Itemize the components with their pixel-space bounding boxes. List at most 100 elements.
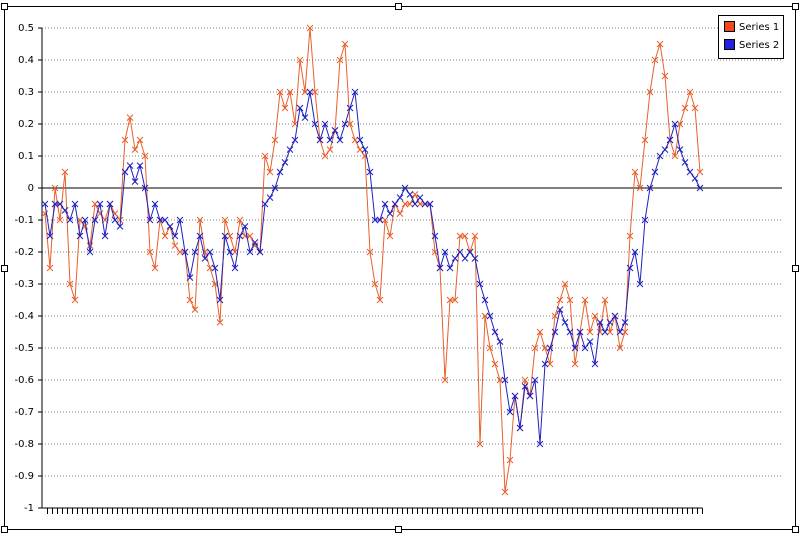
point-marker — [136, 136, 144, 144]
point-marker — [661, 72, 669, 80]
point-marker — [371, 280, 379, 288]
point-marker — [481, 296, 489, 304]
legend-swatch — [724, 21, 735, 32]
point-marker — [376, 296, 384, 304]
point-marker — [341, 120, 349, 128]
point-marker — [421, 200, 429, 208]
point-marker — [216, 319, 224, 326]
point-marker — [581, 296, 589, 304]
point-marker — [566, 296, 574, 304]
point-marker — [591, 312, 599, 320]
point-marker — [76, 232, 84, 240]
point-marker — [641, 136, 649, 144]
point-marker — [526, 392, 534, 400]
point-marker — [206, 248, 214, 256]
point-marker — [106, 200, 114, 208]
point-marker — [441, 248, 449, 256]
point-marker — [51, 200, 59, 208]
point-marker — [86, 242, 94, 249]
point-marker — [171, 242, 179, 249]
point-marker — [326, 136, 334, 144]
point-marker — [621, 328, 629, 336]
point-marker — [321, 120, 329, 128]
point-marker — [291, 136, 299, 144]
point-marker — [431, 232, 439, 240]
point-marker — [296, 104, 304, 112]
series-line — [44, 91, 701, 445]
point-marker — [271, 136, 279, 144]
chart-frame — [4, 6, 796, 530]
point-marker — [696, 168, 704, 176]
point-marker — [236, 232, 244, 240]
point-marker — [561, 280, 569, 288]
point-marker — [356, 146, 364, 153]
point-marker — [246, 248, 254, 256]
y-tick-label: -1 — [24, 503, 34, 514]
point-marker — [491, 328, 499, 336]
point-marker — [671, 120, 679, 128]
point-marker — [651, 168, 659, 176]
point-marker — [261, 152, 269, 160]
y-tick-label: 0.5 — [18, 23, 34, 34]
point-marker — [126, 114, 134, 121]
point-marker — [246, 232, 254, 240]
point-marker — [661, 146, 669, 153]
point-marker — [606, 319, 614, 326]
point-marker — [346, 104, 354, 112]
point-marker — [336, 136, 344, 144]
point-marker — [276, 168, 284, 176]
point-marker — [81, 223, 89, 230]
point-marker — [141, 184, 149, 192]
point-marker — [226, 232, 234, 240]
point-marker — [321, 152, 329, 160]
point-marker — [271, 184, 279, 192]
point-marker — [151, 264, 159, 272]
point-marker — [151, 200, 159, 208]
point-marker — [46, 264, 54, 272]
point-marker — [481, 312, 489, 320]
point-marker — [386, 232, 394, 240]
point-marker — [356, 136, 364, 144]
y-tick-label: -0.4 — [14, 311, 34, 322]
point-marker — [381, 216, 389, 224]
point-marker — [216, 296, 224, 304]
point-marker — [441, 376, 449, 384]
point-marker — [596, 328, 604, 336]
point-marker — [286, 88, 294, 96]
point-marker — [336, 56, 344, 64]
point-marker — [541, 360, 549, 368]
point-marker — [521, 376, 529, 384]
point-marker — [251, 239, 259, 246]
point-marker — [501, 376, 509, 384]
y-tick-label: 0.1 — [18, 151, 34, 162]
point-marker — [676, 120, 684, 128]
point-marker — [601, 296, 609, 304]
point-marker — [416, 200, 424, 208]
point-marker — [546, 360, 554, 368]
point-marker — [66, 216, 74, 224]
point-marker — [351, 136, 359, 144]
point-marker — [296, 56, 304, 64]
point-marker — [631, 248, 639, 256]
y-tick-label: 0.3 — [18, 87, 34, 98]
point-marker — [116, 216, 124, 224]
point-marker — [366, 248, 374, 256]
point-marker — [406, 200, 414, 208]
point-marker — [346, 120, 354, 128]
point-marker — [266, 168, 274, 176]
point-marker — [451, 296, 459, 304]
point-marker — [691, 104, 699, 112]
point-marker — [306, 24, 314, 32]
point-marker — [61, 207, 69, 214]
point-marker — [381, 200, 389, 208]
point-marker — [671, 152, 679, 160]
y-tick-label: -0.9 — [14, 471, 34, 482]
point-marker — [41, 200, 49, 208]
point-marker — [131, 178, 139, 185]
point-marker — [461, 255, 469, 262]
point-marker — [191, 248, 199, 256]
y-tick-label: -0.8 — [14, 439, 34, 450]
point-marker — [71, 296, 79, 304]
point-marker — [226, 248, 234, 256]
point-marker — [396, 194, 404, 201]
